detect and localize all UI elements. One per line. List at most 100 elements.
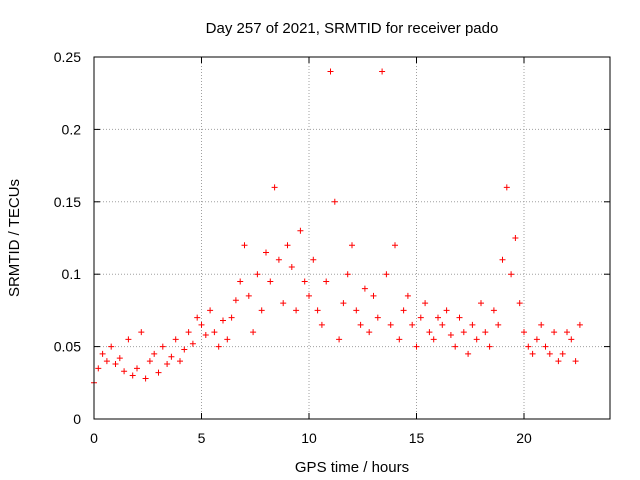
data-point	[576, 321, 583, 328]
data-point	[155, 369, 162, 376]
data-point	[564, 329, 570, 336]
data-point	[327, 68, 334, 75]
data-point	[146, 358, 153, 365]
data-point	[413, 343, 420, 350]
data-point	[361, 285, 368, 292]
data-point	[288, 263, 295, 270]
data-point	[396, 336, 403, 343]
data-point	[159, 343, 166, 350]
data-point	[366, 329, 373, 336]
data-point	[168, 353, 175, 360]
data-point	[379, 68, 386, 75]
chart-title: Day 257 of 2021, SRMTID for receiver pad…	[206, 20, 499, 37]
data-point	[138, 329, 145, 336]
data-point	[422, 300, 429, 307]
data-point	[164, 360, 171, 367]
x-tick-label: 5	[198, 430, 206, 446]
data-point	[370, 292, 377, 299]
data-point	[435, 314, 441, 321]
y-axis-title: SRMTID / TECUs	[6, 179, 23, 297]
data-point	[181, 346, 188, 353]
y-tick-label: 0.05	[54, 339, 81, 355]
data-point	[202, 332, 209, 339]
data-point	[495, 321, 502, 328]
data-point	[417, 314, 424, 321]
data-point	[430, 336, 437, 343]
data-point	[542, 343, 549, 350]
data-point	[263, 249, 269, 256]
data-point	[280, 300, 287, 307]
x-axis-title: GPS time / hours	[295, 459, 409, 476]
data-point	[512, 235, 519, 241]
data-point	[245, 292, 252, 299]
data-point	[241, 242, 248, 249]
data-point	[439, 321, 446, 328]
data-point	[129, 372, 136, 379]
data-point	[426, 329, 433, 336]
data-point	[357, 321, 364, 328]
data-point	[185, 329, 192, 336]
data-point	[297, 227, 304, 234]
data-point	[314, 307, 321, 314]
data-point	[310, 256, 317, 263]
data-point	[465, 350, 472, 357]
data-point	[469, 321, 476, 328]
data-point	[447, 332, 454, 339]
data-point	[551, 329, 558, 336]
data-point	[95, 365, 102, 372]
data-point	[478, 300, 484, 307]
data-point	[353, 307, 360, 314]
data-point	[284, 242, 291, 249]
data-point	[108, 343, 115, 350]
plot-frame	[93, 56, 611, 420]
data-point	[258, 307, 265, 314]
data-point	[374, 314, 381, 321]
y-tick-label: 0.2	[62, 121, 82, 137]
data-point	[194, 314, 201, 321]
data-point	[271, 184, 278, 191]
data-point	[443, 307, 450, 314]
data-point	[323, 278, 330, 285]
data-point	[529, 350, 536, 357]
data-point	[409, 321, 416, 328]
data-point	[349, 242, 355, 249]
data-point	[301, 278, 308, 285]
x-tick-label: 20	[516, 430, 532, 446]
y-tick-label: 0.25	[54, 49, 81, 65]
data-point	[134, 365, 140, 372]
data-point	[331, 198, 338, 205]
data-point	[499, 256, 506, 263]
x-tick-label: 10	[301, 430, 317, 446]
data-point	[456, 314, 463, 321]
data-point	[198, 321, 205, 328]
data-point	[555, 358, 562, 365]
grid-lines	[94, 57, 610, 419]
data-point	[254, 271, 261, 278]
y-tick-label: 0	[73, 411, 81, 427]
data-point	[99, 350, 106, 357]
data-point	[546, 350, 553, 357]
data-point	[400, 307, 407, 314]
data-point	[318, 321, 325, 328]
data-point	[207, 307, 214, 314]
data-point	[387, 321, 394, 328]
data-point	[232, 297, 239, 304]
data-point	[344, 271, 351, 278]
data-point	[275, 256, 282, 263]
data-point	[486, 343, 493, 350]
data-point	[103, 358, 110, 365]
y-tick-labels: 0 0.05 0.1 0.15 0.2 0.25	[54, 49, 81, 427]
x-tick-label: 0	[90, 430, 98, 446]
data-point	[392, 242, 398, 249]
data-point	[220, 317, 226, 324]
y-tick-label: 0.1	[62, 266, 82, 282]
data-point	[151, 350, 158, 357]
data-point	[525, 343, 532, 350]
data-point	[112, 360, 119, 367]
data-point	[336, 336, 343, 343]
data-points	[91, 68, 583, 386]
data-point	[533, 336, 540, 343]
data-point	[482, 329, 489, 336]
data-point	[538, 321, 545, 328]
